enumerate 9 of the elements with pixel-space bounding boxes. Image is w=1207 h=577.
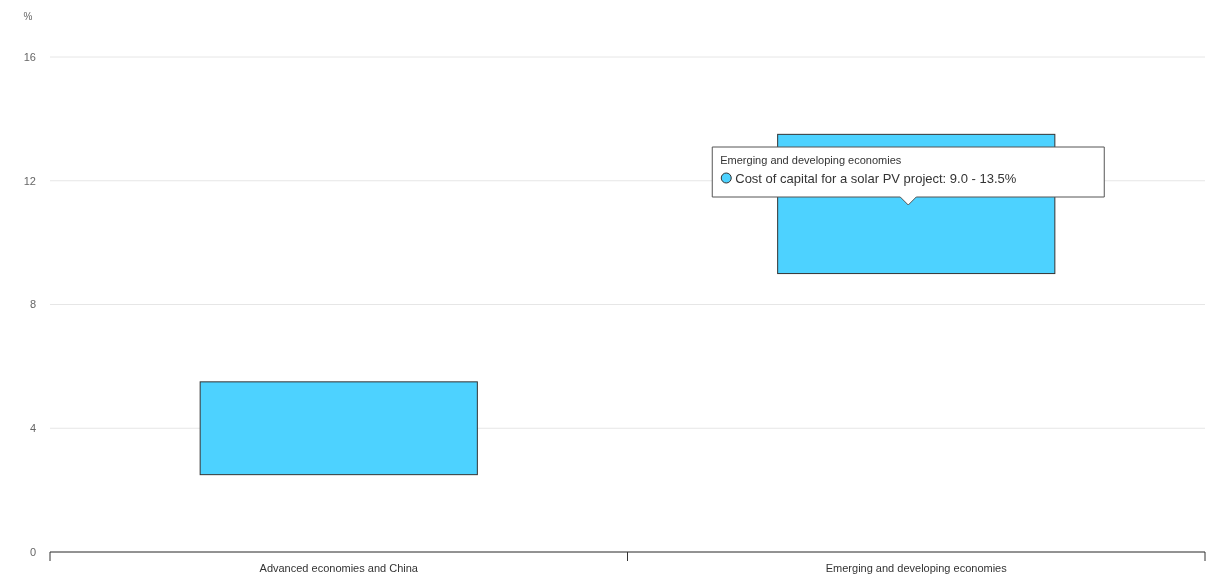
y-tick-label: 4 <box>29 422 36 435</box>
y-tick-label: 8 <box>29 298 36 311</box>
y-tick-label: 12 <box>23 174 36 187</box>
y-tick-label: 0 <box>29 545 36 558</box>
annotation: Emerging and developing economies <box>720 154 902 166</box>
y-tick-label: 16 <box>23 50 36 63</box>
annotation: Cost of capital for a solar PV project: 9.0 - 13.5% <box>735 171 1017 186</box>
x-tick-label: Advanced economies and China <box>259 562 419 574</box>
y-axis-title: % <box>23 11 33 22</box>
